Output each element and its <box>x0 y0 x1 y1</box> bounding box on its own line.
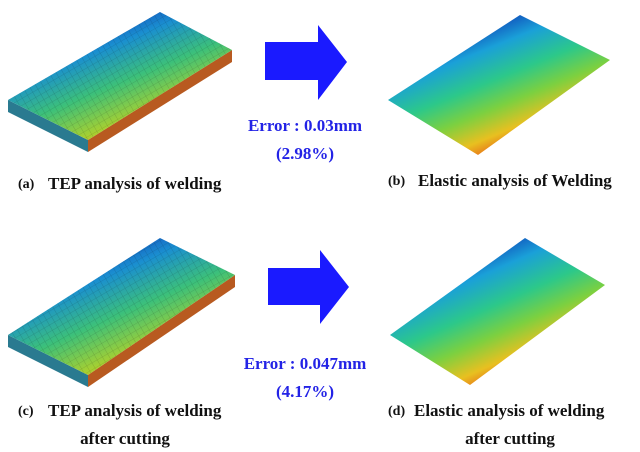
error-text: Error : 0.047mm <box>244 354 367 373</box>
panel-caption: after cutting <box>465 429 555 448</box>
figure: Error : 0.03mm (2.98%) Error : 0.047mm (… <box>0 0 640 452</box>
error-percent: (4.17%) <box>276 382 334 401</box>
panel-caption: TEP analysis of welding <box>48 174 222 193</box>
panel-label: (c) <box>18 404 34 419</box>
elastic-plate <box>390 238 605 385</box>
panel-label: (d) <box>388 404 405 419</box>
error-text: Error : 0.03mm <box>248 116 362 135</box>
panel-label: (a) <box>18 177 35 192</box>
arrow <box>268 250 349 324</box>
panel-caption: after cutting <box>80 429 170 448</box>
tep-plate <box>8 12 232 152</box>
panel-caption: TEP analysis of welding <box>48 401 222 420</box>
error-percent: (2.98%) <box>276 144 334 163</box>
panel-caption: Elastic analysis of Welding <box>418 171 612 190</box>
panel-caption: Elastic analysis of welding <box>414 401 605 420</box>
arrow <box>265 25 347 100</box>
elastic-plate <box>388 15 610 155</box>
tep-plate <box>8 238 235 387</box>
panel-label: (b) <box>388 174 405 189</box>
